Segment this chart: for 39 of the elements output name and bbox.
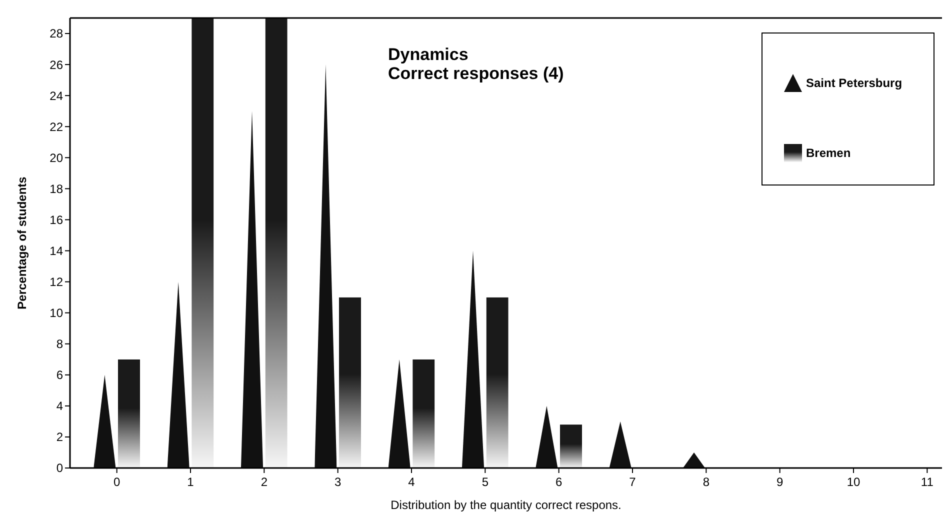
y-axis-title: Percentage of students <box>15 176 29 310</box>
x-tick-label: 0 <box>113 475 120 489</box>
x-tick-label: 9 <box>776 475 784 489</box>
y-tick-label: 16 <box>50 212 64 227</box>
legend-label: Saint Petersburg <box>806 76 902 90</box>
bar <box>192 18 214 468</box>
x-tick-label: 10 <box>846 475 860 489</box>
y-tick-label: 24 <box>50 88 64 103</box>
y-tick-label: 18 <box>50 182 64 196</box>
x-tick-label: 5 <box>482 475 489 489</box>
y-tick-label: 8 <box>56 337 64 352</box>
bar <box>338 297 362 468</box>
y-tick-label: 22 <box>50 120 64 134</box>
x-tick-label: 4 <box>408 475 416 489</box>
legend-label: Bremen <box>806 146 851 160</box>
x-tick-label: 8 <box>702 475 710 489</box>
x-tick-label: 1 <box>187 475 194 489</box>
y-tick-label: 14 <box>50 244 64 258</box>
y-tick-label: 4 <box>56 399 64 414</box>
x-axis-title: Distribution by the quantity correct respons. <box>390 498 622 512</box>
x-tick-label: 11 <box>920 475 934 489</box>
bar <box>118 359 140 468</box>
text: Dynamics Correct responses (4) <box>388 45 564 83</box>
x-tick-label: 3 <box>334 475 342 489</box>
y-tick-label: 20 <box>50 150 64 165</box>
bar <box>412 359 435 468</box>
y-tick-label: 28 <box>50 26 64 41</box>
x-tick-label: 6 <box>555 475 562 489</box>
x-tick-label: 7 <box>629 475 636 489</box>
y-tick-label: 6 <box>56 368 64 382</box>
bar <box>486 297 508 468</box>
y-tick-label: 2 <box>56 430 64 444</box>
y-tick-label: 12 <box>50 274 64 289</box>
x-tick-label: 2 <box>260 475 268 489</box>
y-tick-label: 0 <box>56 461 64 476</box>
bar <box>560 424 582 468</box>
bar <box>265 18 288 468</box>
y-tick-label: 10 <box>50 306 64 320</box>
y-tick-label: 26 <box>50 58 64 72</box>
